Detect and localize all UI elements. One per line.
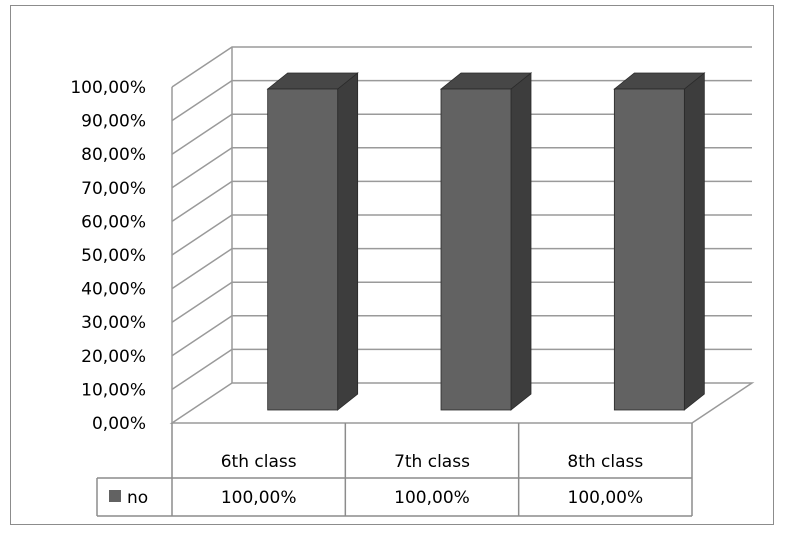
legend-series-name: no xyxy=(127,488,148,508)
bar xyxy=(441,89,511,410)
y-axis-tick-labels: 0,00% 10,00% 20,00% 30,00% 40,00% 50,00% 60,00… xyxy=(70,78,146,434)
y-tick-label: 80,00% xyxy=(81,145,146,165)
data-table: 6th class 100,00% 7th class 100,00% 8th clas… xyxy=(97,423,692,516)
legend-swatch-icon xyxy=(109,490,121,502)
data-table-value: 100,00% xyxy=(568,488,644,508)
y-tick-label: 90,00% xyxy=(81,112,146,132)
bar xyxy=(614,89,684,410)
x-category-label: 6th class xyxy=(221,452,297,472)
y-tick-label: 60,00% xyxy=(81,212,146,232)
y-tick-label: 100,00% xyxy=(70,78,146,98)
y-tick-label: 30,00% xyxy=(81,313,146,333)
y-tick-label: 40,00% xyxy=(81,280,146,300)
x-category-label: 8th class xyxy=(567,452,643,472)
bar xyxy=(268,89,338,410)
bars xyxy=(268,73,705,410)
bar-side xyxy=(511,73,531,410)
bar-side xyxy=(338,73,358,410)
y-tick-label: 10,00% xyxy=(81,380,146,400)
y-tick-label: 20,00% xyxy=(81,347,146,367)
y-tick-label: 70,00% xyxy=(81,179,146,199)
bar-side xyxy=(684,73,704,410)
x-category-label: 7th class xyxy=(394,452,470,472)
y-tick-label: 0,00% xyxy=(92,414,146,434)
data-table-value: 100,00% xyxy=(221,488,297,508)
y-tick-label: 50,00% xyxy=(81,246,146,266)
data-table-value: 100,00% xyxy=(394,488,470,508)
